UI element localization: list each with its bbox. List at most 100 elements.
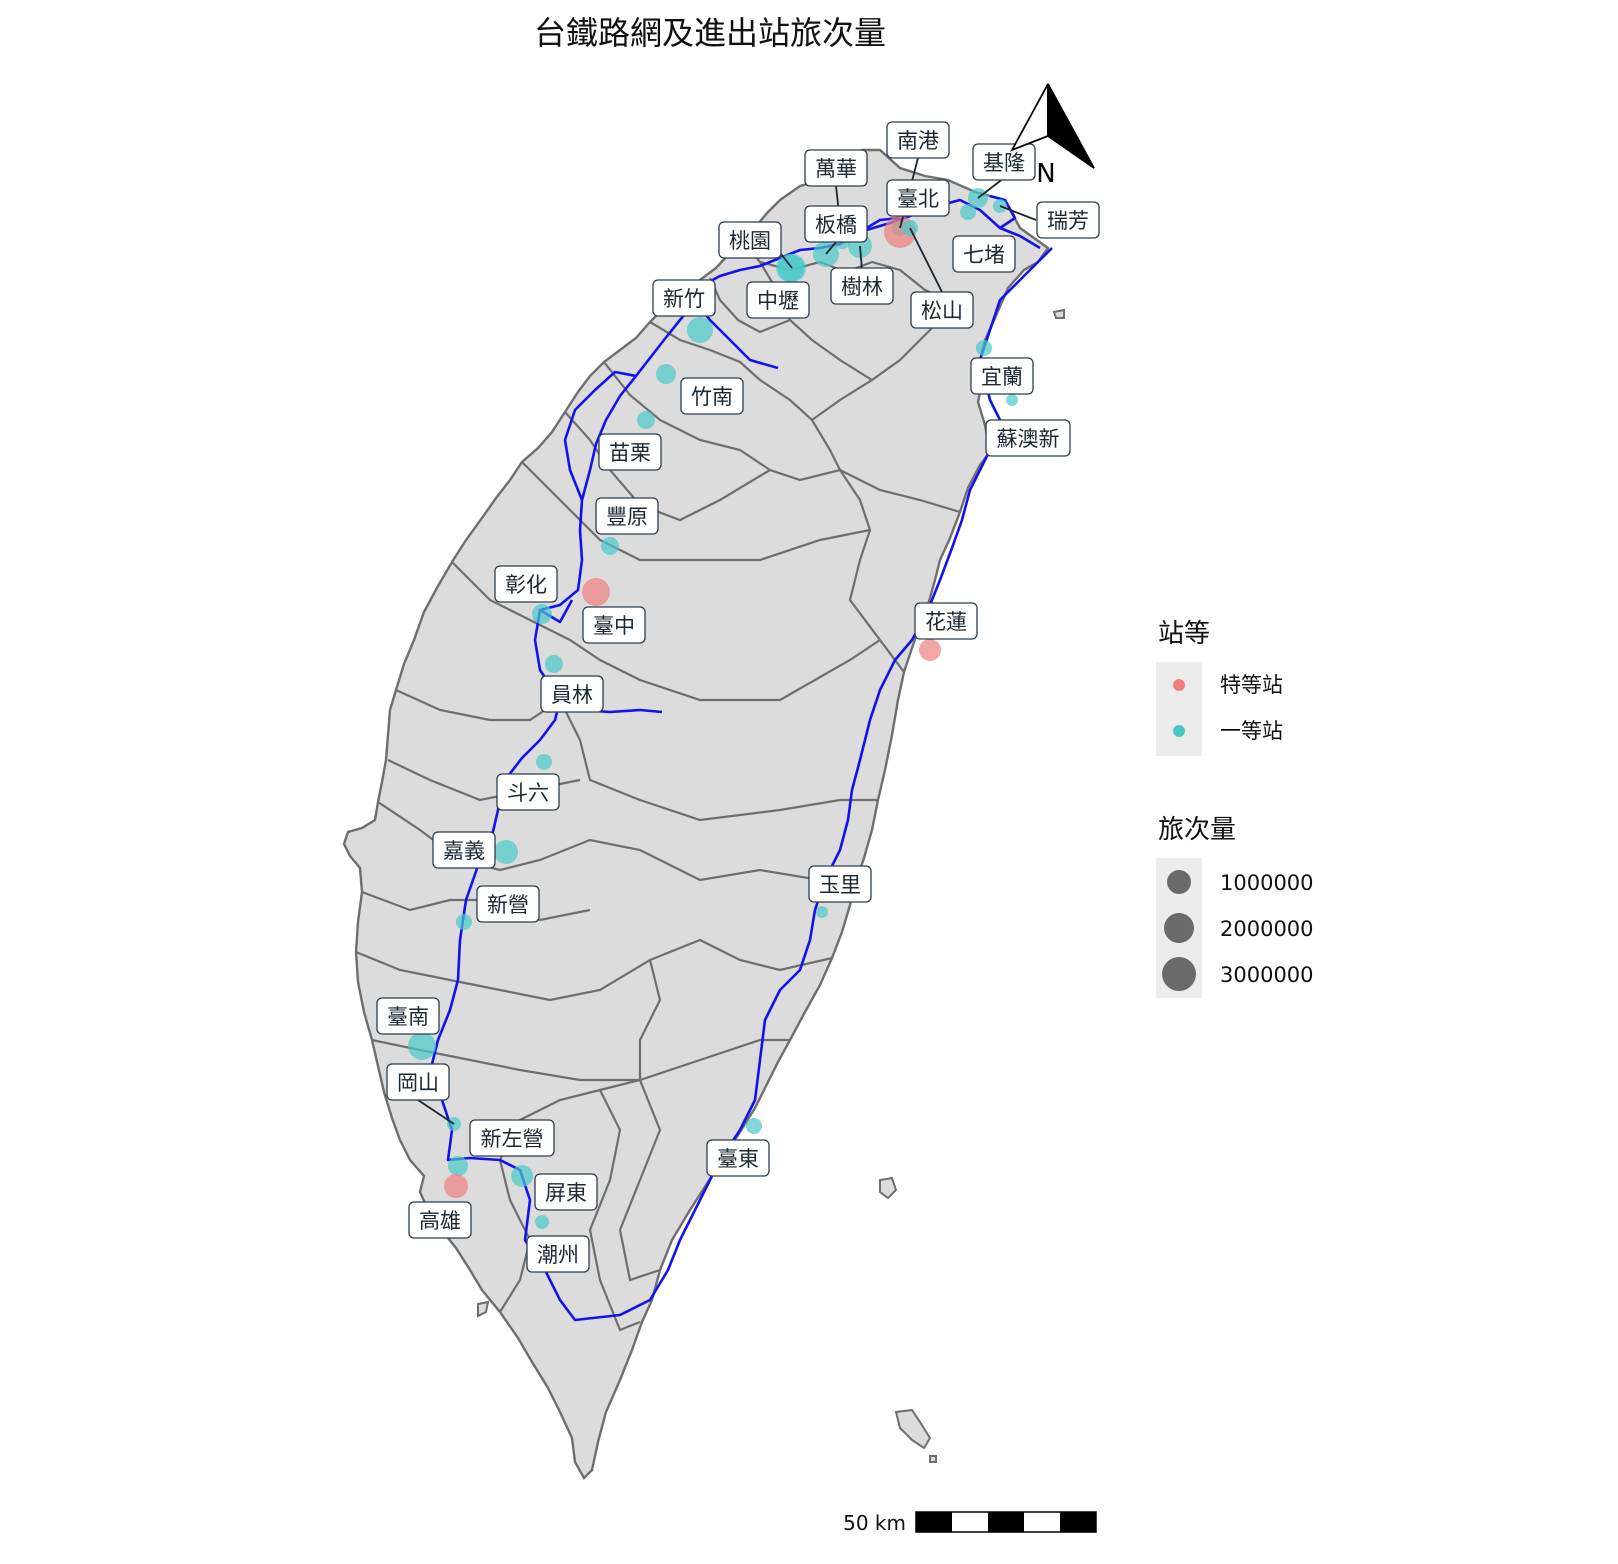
station-dot bbox=[535, 1215, 549, 1229]
station-dot bbox=[532, 604, 552, 624]
station-label-text: 岡山 bbox=[397, 1071, 439, 1095]
station-label: 岡山 bbox=[386, 1063, 450, 1101]
station-label-box bbox=[496, 773, 560, 811]
station-label-text: 基隆 bbox=[983, 151, 1025, 175]
station-label-text: 南港 bbox=[897, 129, 939, 153]
legend-size-label: 2000000 bbox=[1220, 917, 1314, 941]
station-label-text: 花蓮 bbox=[925, 610, 967, 634]
station-label-box bbox=[432, 831, 496, 869]
station-label-box bbox=[972, 143, 1036, 181]
station-label-text: 中壢 bbox=[757, 289, 799, 313]
station-label-text: 臺北 bbox=[897, 187, 939, 211]
station-label-text: 臺中 bbox=[593, 614, 635, 638]
station-label-text: 七堵 bbox=[963, 243, 1005, 267]
station-label: 竹南 bbox=[680, 377, 744, 415]
station-label: 潮州 bbox=[526, 1235, 590, 1273]
station-label-box bbox=[408, 1201, 472, 1239]
station-label: 中壢 bbox=[746, 281, 810, 319]
station-dot bbox=[637, 411, 655, 429]
station-label-box bbox=[595, 497, 659, 535]
station-label: 斗六 bbox=[496, 773, 560, 811]
station-dot bbox=[448, 1156, 468, 1176]
station-label-box bbox=[526, 1235, 590, 1273]
station-label-box bbox=[706, 1139, 770, 1177]
station-label: 瑞芳 bbox=[1036, 201, 1100, 239]
legend: 站等 特等站 一等站 旅次量 1000000 2000000 3000000 bbox=[1156, 619, 1314, 998]
station-label-text: 斗六 bbox=[507, 781, 549, 805]
legend-size-title: 旅次量 bbox=[1158, 815, 1236, 845]
small-island bbox=[929, 1455, 937, 1463]
station-label-text: 宜蘭 bbox=[981, 365, 1023, 389]
station-dot bbox=[656, 364, 676, 384]
station-dot bbox=[960, 204, 976, 220]
station-label: 桃園 bbox=[718, 221, 782, 259]
station-dot bbox=[816, 906, 828, 918]
station-label-box bbox=[652, 279, 716, 317]
legend-class-label: 一等站 bbox=[1220, 719, 1283, 743]
station-label-text: 潮州 bbox=[537, 1243, 579, 1267]
station-label-text: 屏東 bbox=[545, 1181, 587, 1205]
station-label-text: 瑞芳 bbox=[1047, 209, 1089, 233]
small-island bbox=[879, 1176, 898, 1200]
station-label-box bbox=[886, 121, 950, 159]
station-label: 屏東 bbox=[534, 1173, 598, 1211]
station-label: 嘉義 bbox=[432, 831, 496, 869]
leader-line bbox=[859, 245, 863, 271]
station-label-text: 員林 bbox=[551, 683, 593, 707]
station-label-box bbox=[582, 606, 646, 644]
station-label: 臺中 bbox=[582, 606, 646, 644]
station-label-box bbox=[804, 149, 868, 187]
map-title: 台鐵路網及進出站旅次量 bbox=[533, 14, 886, 52]
station-label-box bbox=[804, 205, 868, 243]
station-label-text: 臺東 bbox=[717, 1147, 759, 1171]
station-label: 基隆 bbox=[972, 143, 1036, 181]
station-label-box bbox=[886, 179, 950, 217]
station-dot bbox=[408, 1032, 436, 1060]
station-dot bbox=[919, 639, 941, 661]
station-label: 板橋 bbox=[804, 205, 868, 243]
station-label-text: 彰化 bbox=[505, 573, 547, 597]
station-label-text: 新營 bbox=[487, 893, 529, 917]
station-label-box bbox=[534, 1173, 598, 1211]
station-dot bbox=[1006, 394, 1018, 406]
legend-key-special bbox=[1173, 679, 1185, 691]
station-label: 臺南 bbox=[376, 997, 440, 1035]
station-label-box bbox=[746, 281, 810, 319]
station-label-box bbox=[808, 865, 872, 903]
leader-line bbox=[417, 1099, 455, 1125]
station-label: 臺北 bbox=[886, 179, 950, 217]
legend-class-title: 站等 bbox=[1158, 619, 1210, 649]
county-boundaries bbox=[355, 239, 973, 1332]
station-label-box bbox=[1036, 201, 1100, 239]
station-label: 蘇澳新 bbox=[985, 419, 1071, 457]
legend-class-panel bbox=[1156, 662, 1202, 756]
station-dot bbox=[456, 914, 472, 930]
station-label-box bbox=[476, 885, 540, 923]
station-label-box bbox=[952, 235, 1016, 273]
station-label-text: 苗栗 bbox=[609, 441, 651, 465]
station-label: 彰化 bbox=[494, 565, 558, 603]
legend-class-label: 特等站 bbox=[1220, 673, 1283, 697]
station-label-text: 豐原 bbox=[606, 505, 648, 529]
legend-size-label: 1000000 bbox=[1220, 871, 1314, 895]
station-dot bbox=[511, 1165, 533, 1187]
station-label-box bbox=[680, 377, 744, 415]
leader-line bbox=[909, 227, 943, 293]
station-label: 萬華 bbox=[804, 149, 868, 187]
station-dot bbox=[601, 537, 619, 555]
north-arrow: N bbox=[1010, 83, 1095, 189]
station-label-text: 新竹 bbox=[663, 287, 705, 311]
station-label: 南港 bbox=[886, 121, 950, 159]
small-island bbox=[477, 1300, 490, 1318]
legend-size-key bbox=[1167, 870, 1191, 894]
taiwan-island bbox=[342, 148, 1050, 1480]
station-label-text: 嘉義 bbox=[443, 839, 485, 863]
station-dot bbox=[494, 840, 518, 864]
station-label: 樹林 bbox=[830, 267, 894, 305]
station-dot bbox=[776, 254, 804, 282]
legend-size-key bbox=[1164, 913, 1194, 943]
station-label-box bbox=[598, 433, 662, 471]
station-dot bbox=[687, 317, 713, 343]
station-dot bbox=[746, 1118, 762, 1134]
